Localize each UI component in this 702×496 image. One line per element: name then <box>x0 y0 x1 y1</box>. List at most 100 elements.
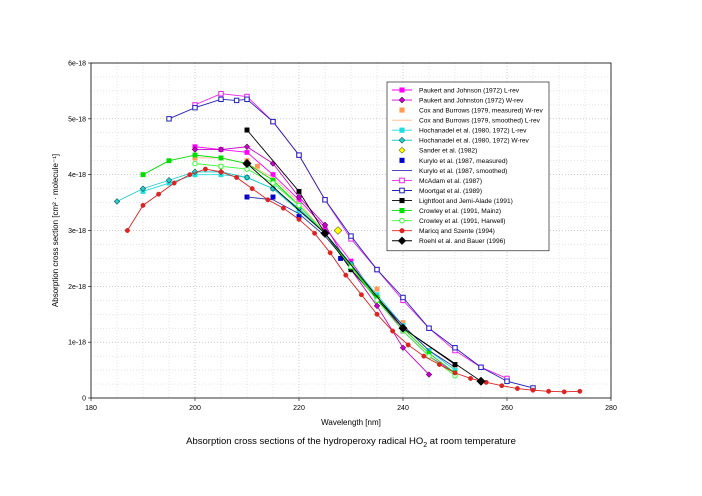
data-point <box>113 198 121 205</box>
data-point <box>452 370 458 376</box>
data-point <box>530 387 536 393</box>
series-layer <box>113 91 583 395</box>
caption-subscript: 2 <box>423 441 428 449</box>
data-point <box>373 302 381 310</box>
data-point <box>343 272 349 278</box>
y-tick-label: 2e-18 <box>68 284 86 291</box>
data-point <box>322 197 328 203</box>
legend-marker <box>397 236 407 246</box>
data-point <box>327 250 333 256</box>
legend-marker <box>398 136 406 144</box>
series-line <box>195 146 430 375</box>
legend-item: Hochanadel et al. (1980, 1972) L-rev <box>392 128 527 135</box>
legend-item: Hochanadel et al. (1980, 1972) W-rev <box>392 136 530 145</box>
series-6 <box>333 226 343 235</box>
series-10 <box>166 96 536 391</box>
data-point <box>156 191 162 197</box>
legend-marker <box>399 198 405 204</box>
data-point <box>374 311 380 317</box>
data-point <box>421 353 427 359</box>
x-tick-label: 200 <box>189 405 201 412</box>
data-point <box>202 166 208 172</box>
data-point <box>358 292 364 298</box>
legend-label: Roehl et al. and Bauer (1996) <box>419 238 506 245</box>
y-axis: 0 1e-18 2e-18 3e-18 4e-18 5e-18 6e-18 <box>68 61 91 403</box>
data-point <box>140 202 146 208</box>
data-point <box>390 328 396 334</box>
data-point <box>476 376 486 386</box>
x-tick-label: 220 <box>293 405 305 412</box>
legend-label: Cox and Burrows (1979, smoothed) L-rev <box>419 118 541 125</box>
data-point <box>452 362 458 367</box>
data-point <box>577 388 583 394</box>
data-point <box>426 353 432 359</box>
data-point <box>218 155 224 161</box>
data-point <box>452 345 458 351</box>
x-tick-label: 240 <box>397 405 409 412</box>
series-14 <box>124 166 583 395</box>
data-point <box>399 344 407 351</box>
legend-item: Cox and Burrows (1979, smoothed) L-rev <box>392 118 541 125</box>
x-tick-label: 280 <box>605 405 617 412</box>
data-point <box>244 127 250 133</box>
data-point <box>296 188 302 194</box>
data-point <box>192 152 198 158</box>
data-point <box>320 228 330 238</box>
legend-label: McAdam et al. (1987) <box>419 178 482 185</box>
x-axis-label: Wavelength [nm] <box>321 418 381 427</box>
legend-item: Roehl et al. and Bauer (1996) <box>392 236 506 246</box>
data-point <box>374 266 380 273</box>
y-tick-label: 4e-18 <box>68 172 86 179</box>
data-point <box>478 364 484 370</box>
legend: Paukert and Johnson (1972) L-rev Paukert … <box>386 81 550 252</box>
x-tick-label: 180 <box>85 405 97 412</box>
legend-marker <box>399 208 405 214</box>
legend-box <box>386 81 550 252</box>
y-tick-label: 6e-18 <box>68 61 86 68</box>
data-point <box>348 233 354 239</box>
legend-marker <box>399 157 405 163</box>
data-point <box>254 163 260 169</box>
legend-item: Crowley et al. (1991, Mainz) <box>392 208 501 215</box>
data-point <box>295 193 303 201</box>
data-point <box>242 158 252 169</box>
data-point <box>218 163 224 169</box>
series-line <box>127 168 580 393</box>
legend-item: Kurylo et al. (1987, measured) <box>399 157 508 165</box>
data-point <box>426 325 432 331</box>
data-point <box>192 104 198 111</box>
figure-caption: Absorption cross sections of the hydrope… <box>0 436 702 449</box>
x-tick-label: 260 <box>501 405 513 412</box>
y-tick-label: 0 <box>82 396 86 403</box>
data-point <box>400 294 406 301</box>
data-point <box>218 169 224 175</box>
data-point <box>296 152 302 158</box>
data-point <box>234 175 240 180</box>
series-line <box>168 98 534 389</box>
y-tick-label: 1e-18 <box>68 340 86 347</box>
series-15 <box>242 158 486 386</box>
legend-label: Crowley et al. (1991, Mainz) <box>419 208 501 215</box>
data-point <box>296 202 302 209</box>
data-point <box>468 376 474 381</box>
legend-label: Maricq and Szente (1994) <box>419 228 495 235</box>
caption-prefix: Absorption cross sections of the hydrope… <box>186 436 424 447</box>
legend-marker <box>399 187 405 194</box>
chart: 180 200 220 240 260 280 0 1e-18 2e-18 3e-18 4e-18… <box>51 61 617 428</box>
legend-marker <box>399 87 405 93</box>
legend-item: Paukert and Johnson (1972) L-rev <box>392 87 520 94</box>
data-point <box>187 172 193 178</box>
y-axis-label: Absorption cross section [cm² · molecule… <box>51 154 60 307</box>
legend-marker <box>398 146 406 154</box>
data-point <box>243 143 251 150</box>
legend-label: Hochanadel et al. (1980, 1972) W-rev <box>419 138 530 145</box>
y-tick-label: 3e-18 <box>68 228 86 235</box>
data-point <box>321 221 329 229</box>
legend-item: Paukert and Johnston (1972) W-rev <box>392 96 524 104</box>
data-point <box>249 186 255 192</box>
legend-marker <box>399 228 405 234</box>
data-point <box>166 158 172 164</box>
data-point <box>561 389 567 395</box>
data-point <box>243 174 251 181</box>
legend-label: Sander et al. (1982) <box>419 148 477 155</box>
